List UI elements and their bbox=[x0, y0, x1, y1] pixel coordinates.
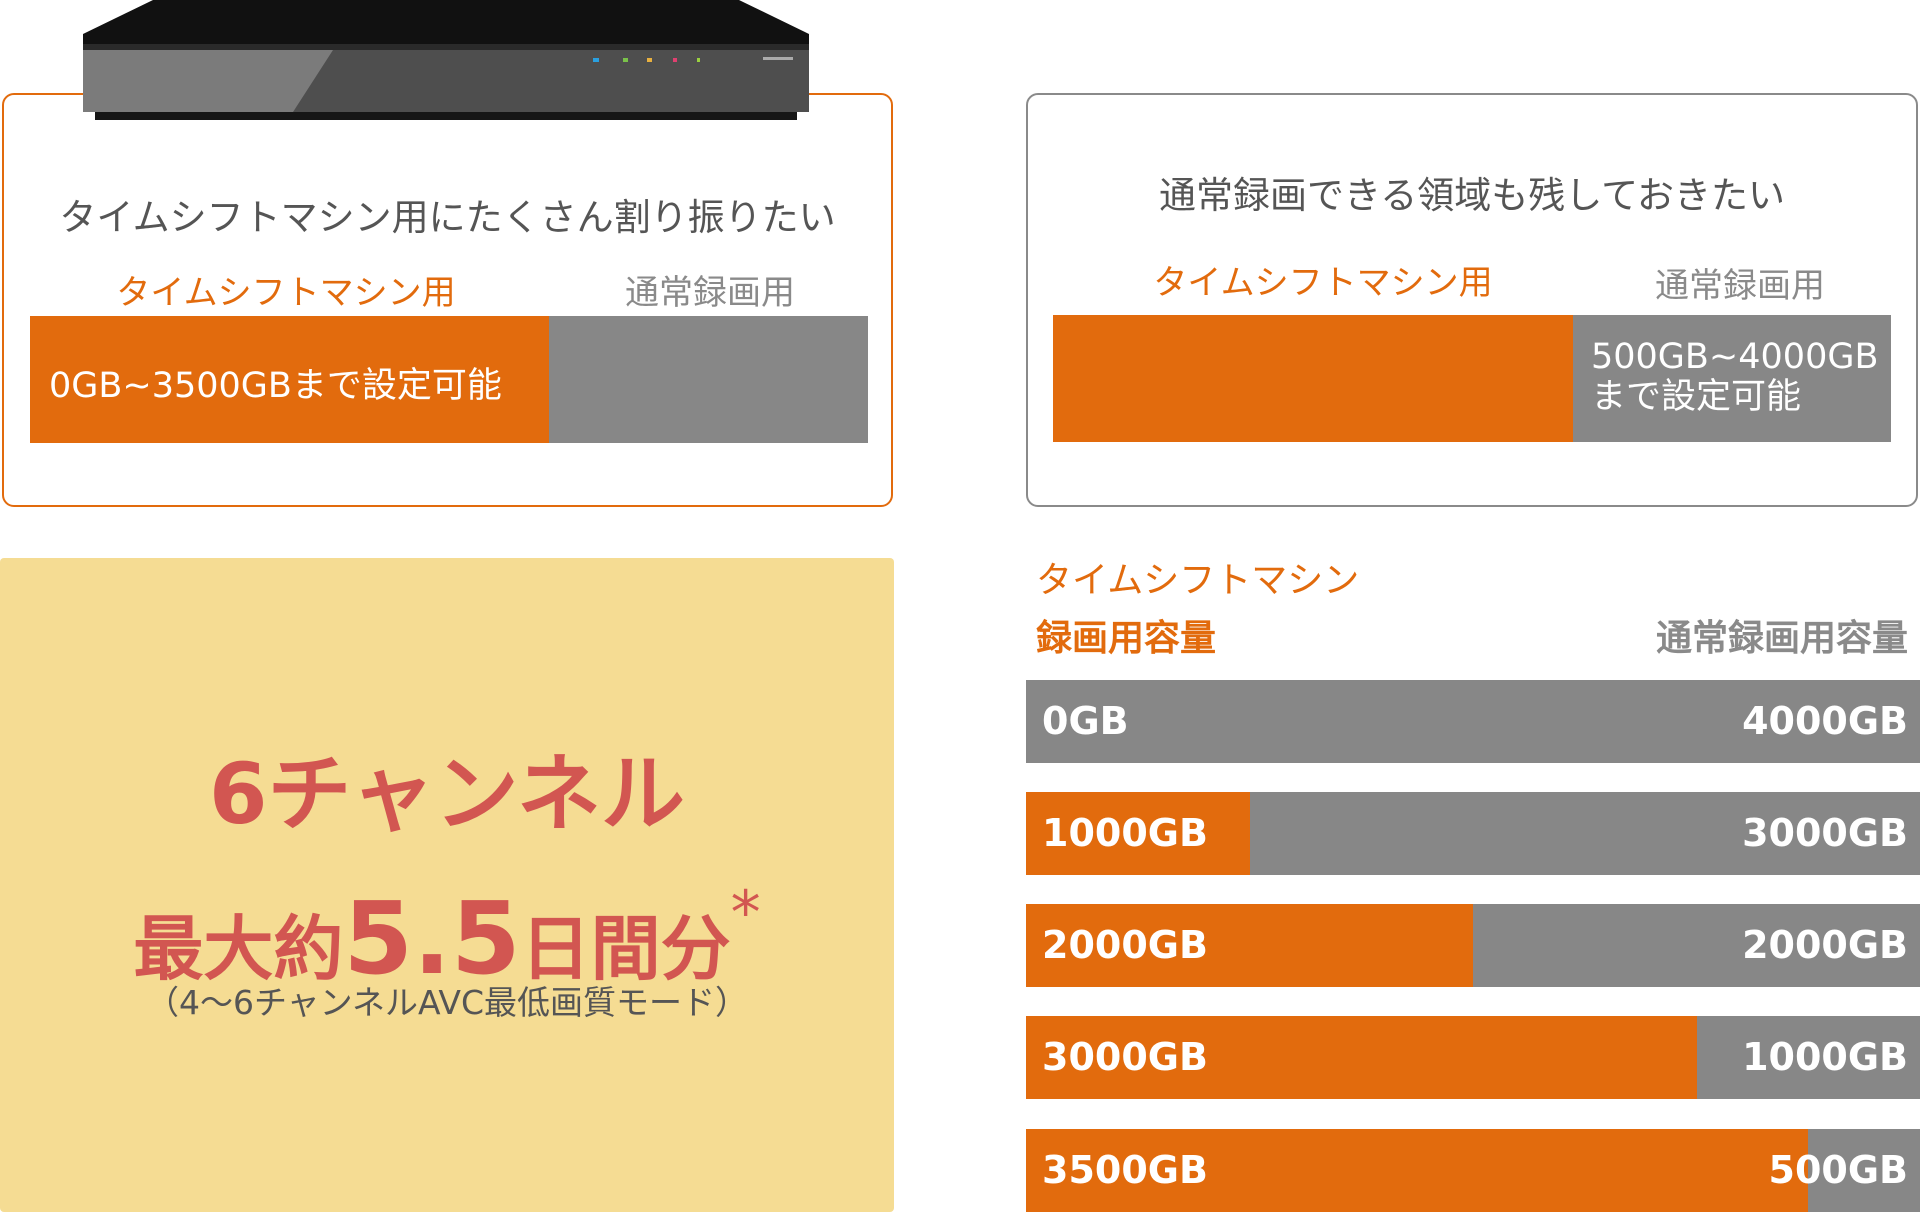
range-text: 500GB~4000GB まで設定可能 bbox=[1591, 337, 1878, 417]
max-days-suffix: 日間分 bbox=[520, 908, 731, 990]
timeshift-segment bbox=[1026, 792, 1250, 875]
timeshift-segment bbox=[1026, 1016, 1697, 1099]
timeshift-priority-card: タイムシフトマシン用にたくさん割り振りたい タイムシフトマシン用 通常録画用 0… bbox=[2, 93, 893, 507]
normal-recording-label: 通常録画用 bbox=[1655, 266, 1825, 306]
normal-capacity: 3000GB bbox=[1742, 811, 1908, 855]
timeshift-label: タイムシフトマシン用 bbox=[1153, 263, 1493, 303]
allocation-bar: 0GB~3500GBまで設定可能 bbox=[30, 316, 868, 443]
range-text: 0GB~3500GBまで設定可能 bbox=[49, 366, 502, 406]
timeshift-segment bbox=[1026, 904, 1473, 987]
max-days-number: 5.5 bbox=[343, 880, 521, 997]
timeshift-capacity: 0GB bbox=[1042, 699, 1129, 743]
header-line1: タイムシフトマシン bbox=[1036, 560, 1360, 601]
normal-capacity: 500GB bbox=[1768, 1148, 1908, 1192]
normal-capacity: 4000GB bbox=[1742, 699, 1908, 743]
allocation-bar: 500GB~4000GB まで設定可能 bbox=[1053, 315, 1891, 442]
timeshift-segment bbox=[1026, 1129, 1809, 1212]
recording-capacity-promo: 6チャンネル 最大約5.5日間分* （4～6チャンネルAVC最低画質モード） bbox=[0, 558, 894, 1212]
timeshift-capacity: 3500GB bbox=[1042, 1148, 1208, 1192]
capacity-row: 3000GB 1000GB bbox=[1026, 1016, 1920, 1099]
timeshift-label: タイムシフトマシン用 bbox=[116, 273, 456, 313]
timeshift-capacity: 2000GB bbox=[1042, 923, 1208, 967]
timeshift-capacity: 1000GB bbox=[1042, 811, 1208, 855]
normal-capacity-header: 通常録画用容量 bbox=[1655, 618, 1908, 659]
normal-recording-label: 通常録画用 bbox=[625, 273, 795, 313]
capacity-row: 1000GB 3000GB bbox=[1026, 792, 1920, 875]
timeshift-capacity: 3000GB bbox=[1042, 1035, 1208, 1079]
normal-priority-card: 通常録画できる領域も残しておきたい タイムシフトマシン用 通常録画用 500GB… bbox=[1026, 93, 1918, 507]
timeshift-capacity-header: タイムシフトマシン 録画用容量 bbox=[1036, 552, 1359, 668]
capacity-row: 3500GB 500GB bbox=[1026, 1129, 1920, 1212]
range-text-line1: 500GB~4000GB bbox=[1591, 337, 1879, 377]
recorder-device-image bbox=[83, 0, 809, 120]
capacity-row: 0GB 4000GB bbox=[1026, 680, 1920, 763]
capacity-row: 2000GB 2000GB bbox=[1026, 904, 1920, 987]
timeshift-segment bbox=[30, 316, 549, 443]
card-title: 通常録画できる領域も残しておきたい bbox=[1158, 174, 1786, 217]
card-title: タイムシフトマシン用にたくさん割り振りたい bbox=[59, 196, 836, 239]
max-days: 最大約5.5日間分* bbox=[0, 858, 894, 1023]
mode-note: （4～6チャンネルAVC最低画質モード） bbox=[145, 983, 749, 1022]
timeshift-segment bbox=[1053, 315, 1573, 442]
footnote-asterisk: * bbox=[730, 878, 761, 948]
range-text-line2: まで設定可能 bbox=[1591, 377, 1802, 417]
channel-count: 6チャンネル bbox=[209, 745, 685, 843]
header-line2: 録画用容量 bbox=[1036, 618, 1217, 659]
normal-capacity: 1000GB bbox=[1742, 1035, 1908, 1079]
max-days-prefix: 最大約 bbox=[133, 908, 344, 990]
normal-capacity: 2000GB bbox=[1742, 923, 1908, 967]
